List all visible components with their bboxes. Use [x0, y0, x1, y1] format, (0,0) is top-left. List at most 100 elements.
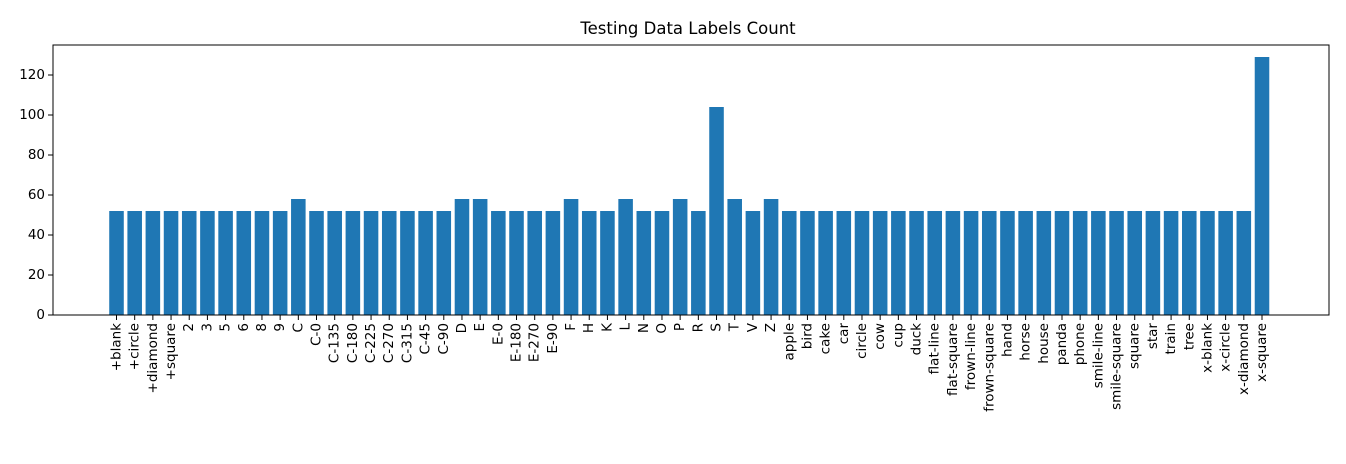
y-tick-label-120: 120 — [19, 67, 45, 83]
x-tick-label-C-45: C-45 — [418, 323, 434, 354]
bar-V — [745, 211, 761, 315]
bar-cake — [818, 211, 833, 315]
bar-E-270 — [527, 211, 542, 315]
x-tick-label-E-0: E-0 — [490, 323, 506, 345]
x-tick-label-Z: Z — [763, 323, 779, 332]
x-tick-label-E-90: E-90 — [545, 323, 561, 354]
x-tick-label-car: car — [836, 323, 852, 345]
x-tick-label-horse: horse — [1018, 323, 1034, 361]
bar-8 — [254, 211, 270, 315]
x-tick-label-panda: panda — [1054, 323, 1070, 365]
bar-house — [1036, 211, 1052, 315]
x-tick-label-x-square: x-square — [1254, 323, 1270, 382]
bar-S — [709, 107, 724, 315]
bar-6 — [236, 211, 252, 315]
bar-C-135 — [327, 211, 342, 315]
x-tick-label-C-180: C-180 — [345, 323, 361, 363]
bar-cow — [872, 211, 888, 315]
bar-train — [1163, 211, 1179, 315]
plot-frame — [52, 44, 1330, 316]
bar-+blank — [109, 211, 124, 315]
bar-T — [727, 199, 742, 315]
bar-C — [291, 199, 306, 315]
x-tick-label-circle: circle — [854, 323, 870, 359]
bar-3 — [200, 211, 215, 315]
x-tick-label-cup: cup — [890, 323, 906, 348]
bar-x-diamond — [1236, 211, 1252, 315]
bar-phone — [1072, 211, 1088, 315]
bar-panda — [1054, 211, 1070, 315]
y-tick-label-40: 40 — [28, 227, 45, 243]
y-tick-label-60: 60 — [28, 187, 45, 203]
x-tick-label-E-270: E-270 — [527, 323, 543, 362]
x-tick-label-V: V — [745, 322, 761, 332]
x-tick-label-phone: phone — [1072, 323, 1088, 365]
bar-C-180 — [345, 211, 361, 315]
bar-frown-line — [963, 211, 979, 315]
bar-hand — [1000, 211, 1015, 315]
bar-L — [618, 199, 633, 315]
x-tick-label-house: house — [1036, 323, 1052, 364]
x-tick-label-+circle: +circle — [127, 323, 143, 370]
x-tick-label-F: F — [563, 323, 579, 331]
x-tick-label-S: S — [709, 323, 725, 332]
bar-E-90 — [545, 211, 561, 315]
x-tick-label-C: C — [290, 323, 306, 332]
bar-H — [581, 211, 597, 315]
bar-K — [600, 211, 615, 315]
bar-star — [1145, 211, 1161, 315]
x-tick-label-C-315: C-315 — [399, 323, 415, 363]
bar-x-circle — [1218, 211, 1233, 315]
bar-C-225 — [363, 211, 379, 315]
x-tick-label-x-diamond: x-diamond — [1236, 323, 1252, 395]
bar-+circle — [127, 211, 142, 315]
x-tick-label-8: 8 — [254, 323, 270, 332]
x-tick-label-+diamond: +diamond — [145, 323, 161, 393]
bar-2 — [181, 211, 197, 315]
bar-9 — [272, 211, 288, 315]
x-tick-label-+square: +square — [163, 323, 179, 380]
y-tick-label-0: 0 — [36, 307, 45, 323]
bar-E — [472, 199, 488, 315]
bar-E-180 — [509, 211, 524, 315]
bar-square — [1127, 211, 1142, 315]
bar-smile-square — [1109, 211, 1124, 315]
bar-C-0 — [309, 211, 324, 315]
bar-x-square — [1254, 57, 1270, 315]
bar-R — [691, 211, 706, 315]
x-tick-label-E-180: E-180 — [509, 323, 525, 362]
bar-+diamond — [145, 211, 161, 315]
x-tick-label-T: T — [727, 322, 743, 332]
x-tick-label-apple: apple — [781, 323, 797, 360]
x-tick-label-cake: cake — [818, 323, 834, 354]
x-tick-label-x-circle: x-circle — [1218, 323, 1234, 372]
x-tick-label-duck: duck — [909, 323, 925, 356]
bar-cup — [891, 211, 906, 315]
x-tick-label-R: R — [690, 323, 706, 332]
bar-E-0 — [491, 211, 506, 315]
axes-layer: 0 20 40 60 80 100 120 +blank +circle +diamond +squ… — [19, 67, 1270, 412]
bar-Z — [763, 199, 779, 315]
y-tick-label-20: 20 — [28, 267, 45, 283]
bar-circle — [854, 211, 870, 315]
x-tick-label-L: L — [618, 323, 634, 331]
x-tick-label-smile-square: smile-square — [1109, 323, 1125, 410]
bar-D — [454, 199, 470, 315]
bars-layer — [109, 57, 1270, 315]
bar-x-blank — [1200, 211, 1215, 315]
chart-title: Testing Data Labels Count — [579, 19, 796, 38]
x-tick-label-C-135: C-135 — [327, 323, 343, 363]
bar-C-90 — [436, 211, 452, 315]
x-tick-label-star: star — [1145, 323, 1161, 350]
y-tick-label-100: 100 — [19, 107, 45, 123]
x-tick-label-x-blank: x-blank — [1199, 323, 1215, 373]
bar-C-45 — [418, 211, 433, 315]
bar-F — [563, 199, 579, 315]
y-tick-label-80: 80 — [28, 147, 45, 163]
bar-apple — [781, 211, 797, 315]
x-tick-label-frown-square: frown-square — [981, 323, 997, 412]
x-tick-label-2: 2 — [181, 323, 197, 332]
x-tick-label-E: E — [472, 323, 488, 332]
bar-N — [636, 211, 652, 315]
